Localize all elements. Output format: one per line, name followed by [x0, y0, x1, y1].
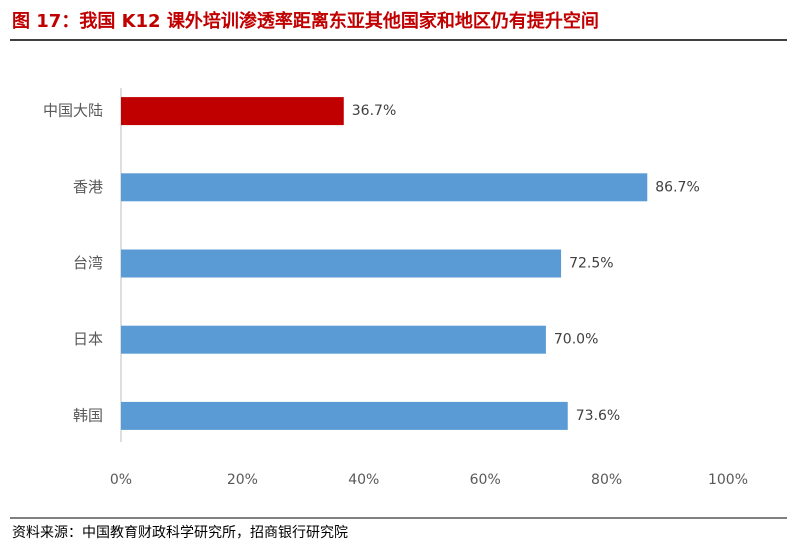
bar [121, 173, 648, 202]
x-tick-label: 100% [708, 472, 748, 488]
bar [121, 325, 546, 354]
bar [121, 249, 562, 278]
x-tick-label: 60% [470, 472, 501, 488]
y-tick-label: 台湾 [73, 254, 103, 272]
y-tick-label: 日本 [73, 330, 103, 348]
value-label: 36.7% [352, 103, 396, 119]
y-tick-label: 香港 [73, 178, 103, 196]
x-tick-label: 20% [227, 472, 258, 488]
value-label: 73.6% [576, 408, 620, 424]
bar [121, 97, 344, 126]
y-tick-label: 韩国 [73, 406, 103, 424]
value-label: 86.7% [655, 179, 699, 195]
bar [121, 401, 568, 430]
x-tick-label: 80% [591, 472, 622, 488]
value-label: 72.5% [569, 256, 613, 272]
value-label: 70.0% [554, 332, 598, 348]
x-tick-label: 40% [348, 472, 379, 488]
x-tick-label: 0% [110, 472, 132, 488]
chart-title: 图 17：我国 K12 课外培训渗透率距离东亚其他国家和地区仍有提升空间 [12, 10, 599, 32]
source: 资料来源：中国教育财政科学研究所，招商银行研究院 [12, 525, 348, 541]
y-tick-label: 中国大陆 [43, 102, 103, 120]
